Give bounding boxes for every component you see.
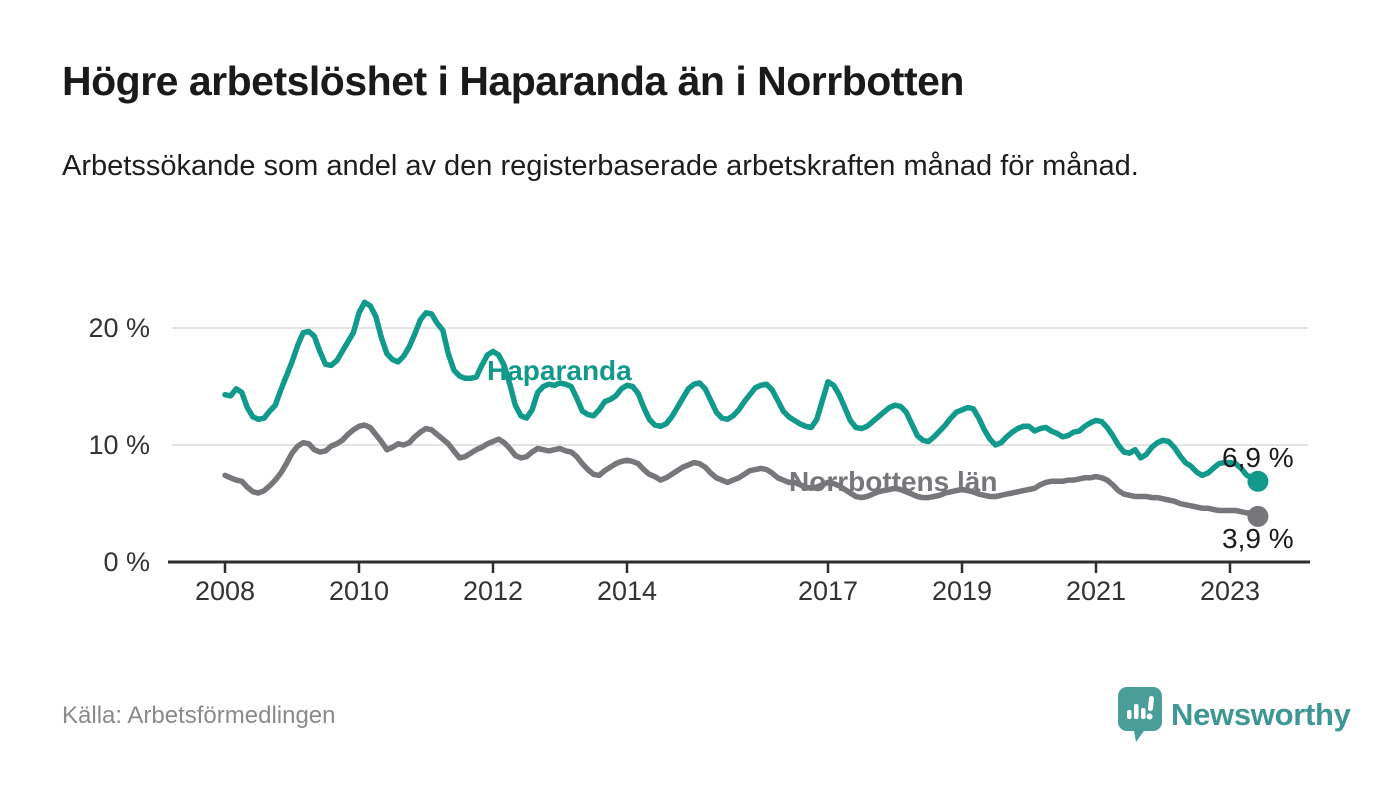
- end-value-label-haparanda: 6,9 %: [1222, 442, 1294, 473]
- chart-subtitle: Arbetssökande som andel av den registerb…: [62, 150, 1139, 182]
- brand-logo: Newsworthy: [1117, 686, 1351, 744]
- series-line-norrbotten: [222, 422, 1261, 520]
- x-tick-label: 2014: [597, 576, 657, 606]
- x-tick-label: 2008: [195, 576, 255, 606]
- series-end-dot-haparanda: [1247, 470, 1269, 492]
- x-tick-label: 2010: [329, 576, 389, 606]
- y-tick-label: 10 %: [88, 430, 150, 460]
- x-tick-label: 2021: [1066, 576, 1126, 606]
- x-tick-label: 2019: [932, 576, 992, 606]
- end-value-label-norrbotten: 3,9 %: [1222, 523, 1294, 554]
- source-note: Källa: Arbetsförmedlingen: [62, 702, 336, 729]
- y-tick-label: 20 %: [88, 313, 150, 343]
- series-label-norrbotten: Norrbottens län: [789, 466, 998, 497]
- series-end-dot-norrbotten: [1247, 505, 1269, 527]
- x-tick-label: 2023: [1200, 576, 1260, 606]
- series-line-haparanda: [222, 299, 1261, 485]
- x-tick-label: 2012: [463, 576, 523, 606]
- y-tick-label: 0 %: [103, 547, 150, 577]
- x-tick-label: 2017: [798, 576, 858, 606]
- page-title: Högre arbetslöshet i Haparanda än i Norr…: [62, 58, 964, 104]
- series-label-haparanda: Haparanda: [487, 355, 632, 386]
- brand-name: Newsworthy: [1171, 697, 1351, 732]
- bar-chart-speech-bubble-icon: [1118, 687, 1162, 742]
